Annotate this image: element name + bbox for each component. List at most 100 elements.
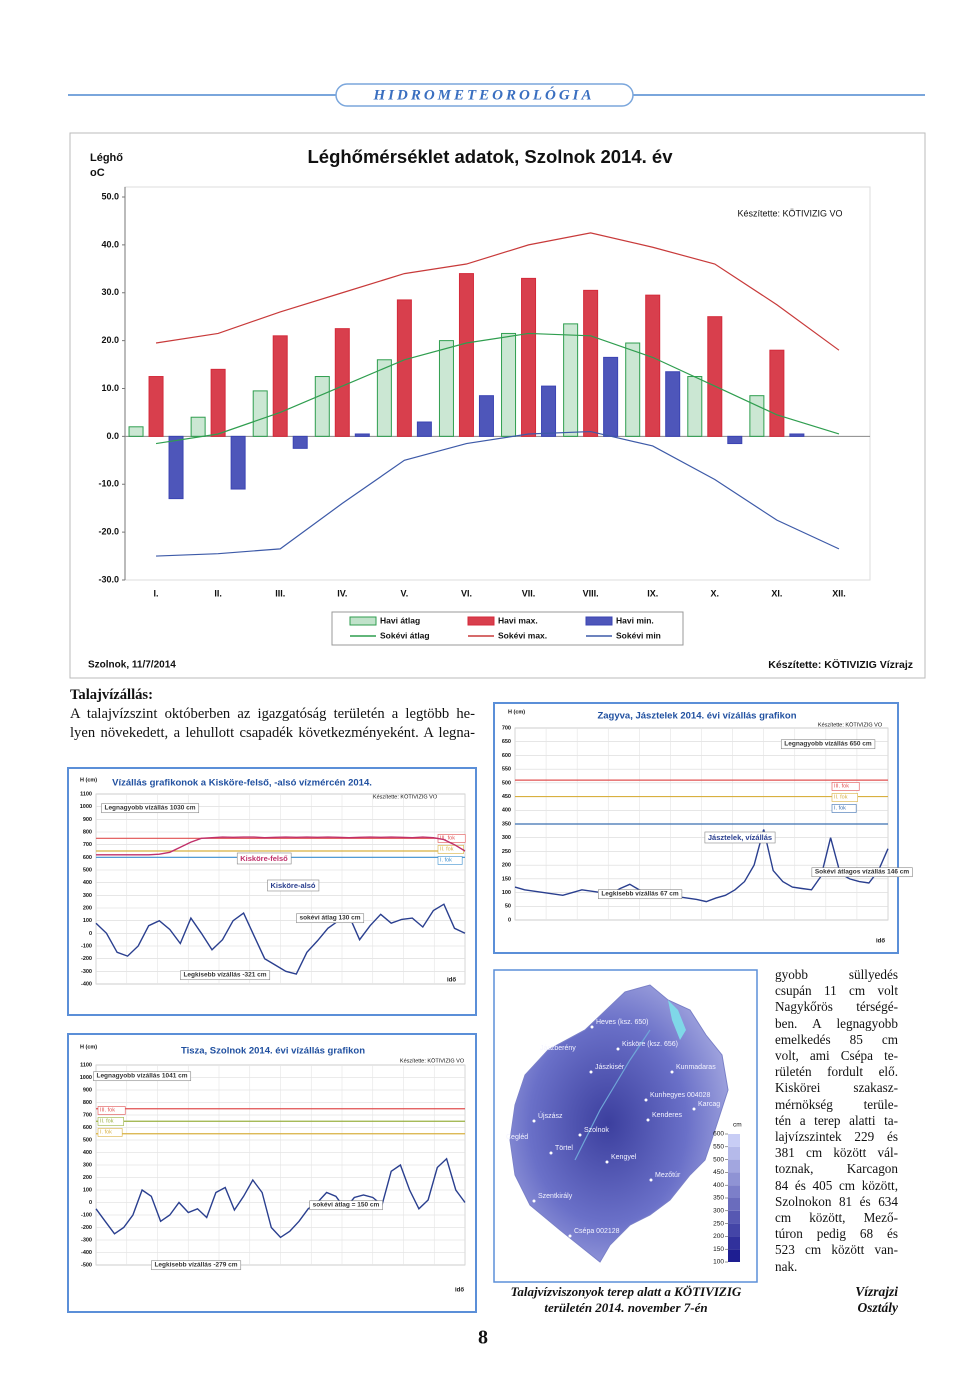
text-line: ben. A legnagyobb [775,1015,898,1031]
place-dot [578,1133,582,1137]
bar [128,426,144,437]
legend-swatch [467,616,495,626]
colorbar-label: 550 [713,1144,724,1151]
annotation: sokévi átlag 130 cm [299,915,360,922]
y-tick-label: 1000 [80,1075,92,1081]
legend-swatch [349,616,377,626]
bar [168,435,184,500]
legend-label: Havi min. [616,615,654,625]
bar [252,390,268,437]
text-line: volt, ami Csépa te- [775,1048,898,1064]
legend-box [331,611,684,646]
y-tick-label: 300 [83,893,92,899]
bar [272,335,288,437]
place-dot [644,1098,648,1102]
legend-label: Sokévi min [616,630,661,640]
bar [438,340,454,437]
x-tick-label: XI. [771,588,782,598]
level-label-box [831,782,860,791]
text-line: túron pedig 68 és [775,1226,898,1242]
x-tick-label: III. [275,588,285,598]
level-label-box [831,793,858,802]
y-axis-label: H (cm) [80,1044,97,1050]
place-label: Mezőtúr [655,1172,681,1179]
y-tick-label: 100 [83,918,92,924]
text-line: tén a terep alatti ta- [775,1112,898,1128]
x-tick-label: XII. [832,588,846,598]
text-line: mérnökség terüle- [775,1096,898,1112]
colorbar-step [728,1249,740,1262]
series-line [96,836,466,856]
colorbar-label: 200 [713,1233,724,1240]
series-label-box [236,852,292,865]
river [668,1000,686,1040]
level-label: II. fok [440,846,454,852]
place-label: Kunhegyes 004028 [650,1092,710,1099]
bar [190,416,206,437]
annotation: Legnagyobb vízállás 1041 cm [96,1073,187,1080]
y-tick-label: 700 [83,1112,92,1118]
colorbar-unit: cm [733,1122,742,1129]
place-dot [534,1051,538,1055]
y-tick-label: 800 [83,829,92,835]
text-line: gyobb süllyedés [775,967,898,982]
annotation-box [780,739,876,750]
series-line [514,829,889,903]
colorbar-label: 450 [713,1169,724,1176]
signature-line: Osztály [857,1300,899,1315]
y-tick-label: -100 [81,1212,92,1218]
place-dot [532,1199,536,1203]
level-label-box [97,1106,126,1115]
text-line: 523 cm között van- [775,1242,898,1258]
y-tick-label: 0.0 [106,431,119,441]
chart-title: Vízállás grafikonok a Kisköre-felső, -al… [112,778,372,789]
colorbar-label: 400 [713,1182,724,1189]
annotation-box [309,1200,383,1211]
article-heading: Talajvízállás: [70,687,153,703]
legend-label: Havi max. [498,615,538,625]
place-label: Kenderes [652,1112,682,1119]
colorbar-step [728,1146,740,1160]
chart-title: Léghőmérséklet adatok, Szolnok 2014. év [307,146,673,167]
level-label: II. fok [834,794,848,800]
bar [416,421,432,437]
annotation: sokévi átlag = 150 cm [313,1202,380,1209]
place-label: Heves (ksz. 650) [596,1019,649,1026]
place-label: Szentkirály [538,1193,573,1200]
text-line: Nagykőrös térségé- [775,999,898,1015]
annotation-box [93,1071,192,1082]
colorbar-step [728,1236,740,1250]
series-label: Kisköre-felső [240,854,288,863]
y-tick-label: -30.0 [98,574,119,584]
annotation: Legkisebb vízállás -321 cm [183,972,266,979]
annotation: Legnagyobb vízállás 650 cm [784,741,872,748]
series-line [95,1157,466,1239]
x-tick-label: IX. [647,588,658,598]
y-tick-label: 500 [83,1137,92,1143]
y-axis-label: H (cm) [508,709,525,715]
signature: Vízrajzi Osztály [770,1284,898,1316]
river [574,1029,651,1161]
bar [292,435,308,449]
x-tick-label: II. [214,588,222,598]
x-tick-label: VII. [522,588,536,598]
place-dot [589,1070,593,1074]
y-tick-label: 40.0 [101,239,119,249]
bar [727,435,743,445]
legend-swatch [585,616,613,626]
bar [563,323,579,437]
y-tick-label: 1000 [80,804,92,810]
text-line: emelkedés 85 cm [775,1031,898,1047]
place-dot [568,1234,572,1238]
y-tick-label: 500 [502,780,511,786]
bar [376,359,392,437]
y-tick-label: -400 [81,1250,92,1256]
y-tick-label: 1100 [80,791,92,797]
colorbar-label: 100 [713,1259,724,1266]
bar [687,376,703,437]
y-tick-label: 20.0 [101,335,119,345]
bar [210,368,226,437]
y-tick-label: -100 [81,943,92,949]
text-line: 84 és 405 cm között, [775,1177,898,1193]
